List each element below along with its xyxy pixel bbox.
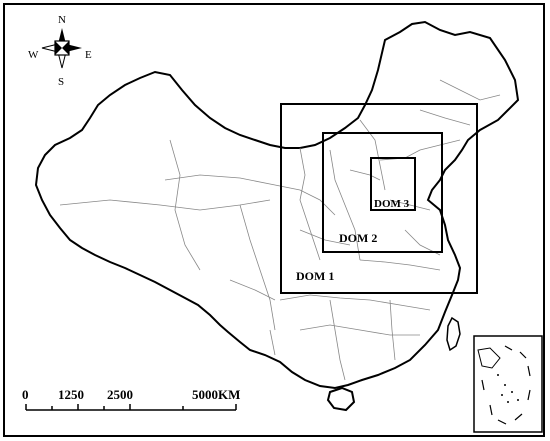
domain-label-3: DOM 3: [374, 198, 410, 210]
compass-south-label: S: [58, 76, 64, 88]
hainan-island: [326, 386, 356, 412]
compass-west-label: W: [28, 49, 39, 61]
south-china-sea-inset: [473, 335, 543, 433]
domain-label-2: DOM 2: [339, 231, 377, 245]
scale-tick-2500: 2500: [107, 387, 133, 402]
compass-east-label: E: [85, 49, 92, 61]
domain-label-1: DOM 1: [296, 269, 334, 283]
domain-box-2: [322, 132, 443, 253]
taiwan-island: [446, 316, 461, 352]
country-outline: [34, 20, 520, 390]
map-frame: [3, 3, 545, 437]
scale-tick-0: 0: [22, 387, 29, 402]
compass-north-label: N: [58, 14, 66, 26]
scale-tick-5000km: 5000KM: [192, 387, 240, 402]
compass-rose: [41, 28, 82, 69]
scale-bar: [25, 404, 237, 411]
domain-box-1: [280, 103, 478, 294]
scale-tick-1250: 1250: [58, 387, 84, 402]
domain-box-3: [370, 157, 416, 211]
